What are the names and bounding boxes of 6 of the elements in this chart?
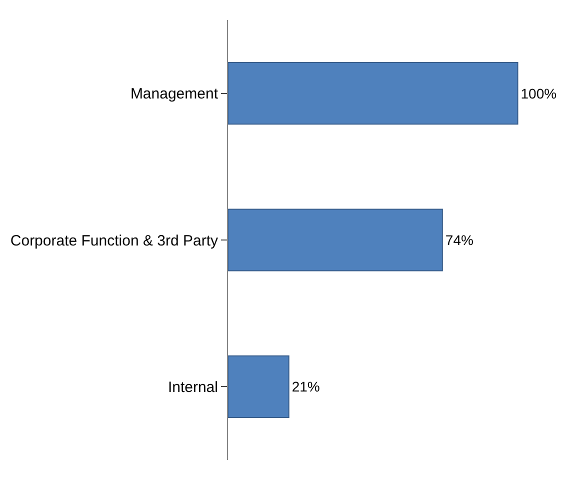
y-tick-label: Corporate Function & 3rd Party (10, 232, 218, 250)
y-tick-label: Management (130, 86, 219, 103)
data-label: 100% (520, 85, 557, 102)
y-tick-label: Internal (168, 378, 218, 396)
data-label: 74% (445, 232, 474, 248)
data-label: 21% (292, 378, 320, 395)
